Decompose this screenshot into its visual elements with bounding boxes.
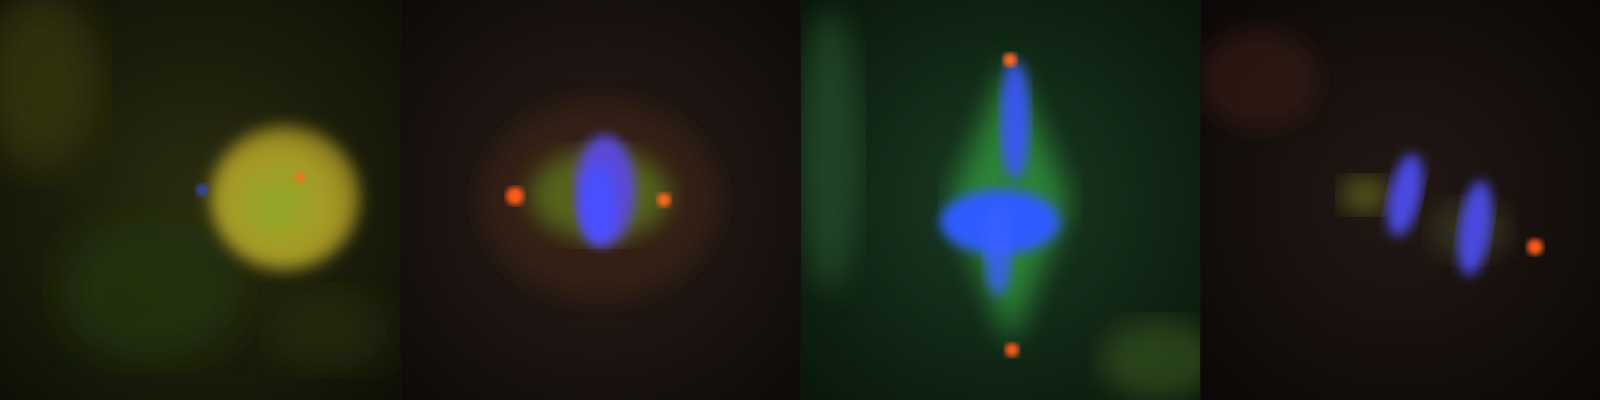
nucleus <box>210 126 360 270</box>
prometaphase-image <box>400 0 800 400</box>
centrosome-left <box>506 187 524 205</box>
micrograph-panel-interphase <box>0 0 400 400</box>
centrosome-right <box>657 193 671 207</box>
centrosome-bottom <box>1005 343 1019 357</box>
micrograph-panel-anaphase <box>1200 0 1600 400</box>
micrograph-panel-metaphase <box>800 0 1200 400</box>
interphase-image <box>0 0 400 400</box>
chromatid-set-right <box>1457 180 1493 276</box>
centrosome-top <box>1003 53 1017 67</box>
micrograph-panel-prometaphase <box>400 0 800 400</box>
panel-divider <box>1200 0 1201 400</box>
panel-divider <box>400 0 401 400</box>
panel-divider <box>800 0 801 400</box>
metaphase-image <box>800 0 1200 400</box>
anaphase-image <box>1200 0 1600 400</box>
chromatid-set-left <box>1387 153 1423 237</box>
centrosome <box>1527 239 1543 255</box>
centrosome-dot <box>295 173 305 183</box>
